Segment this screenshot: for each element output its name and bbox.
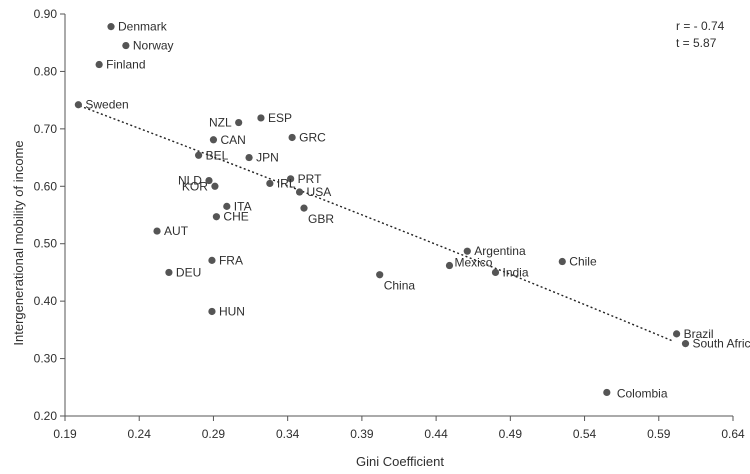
point-label-ita: ITA	[234, 199, 252, 213]
axes	[64, 14, 733, 417]
x-ticks: 0.19 0.24 0.29 0.34 0.39 0.44 0.49 0.54 0.59 0.64	[53, 416, 745, 441]
x-tick-label: 0.49	[499, 427, 523, 441]
x-tick-label: 0.44	[424, 427, 448, 441]
data-point-norway	[122, 41, 130, 50]
point-label-denmark: Denmark	[118, 20, 168, 34]
data-point-hun	[208, 307, 216, 316]
point-label-irl: IRL	[277, 176, 296, 190]
x-axis-title: Gini Coefficient	[356, 454, 444, 469]
point-label-prt: PRT	[298, 172, 322, 186]
data-point-can	[209, 136, 218, 144]
point-label-colombia: Colombia	[617, 386, 668, 400]
point-label-gbr: GBR	[308, 212, 334, 226]
data-point-gbr	[300, 204, 308, 212]
data-points: Denmark Norway Finland Sweden NZL ESP CAN GRC BE…	[74, 20, 750, 400]
x-tick-label: 0.29	[202, 427, 226, 441]
point-label-kor: KOR	[182, 179, 208, 193]
data-point-chile	[558, 257, 566, 266]
y-tick-label: 0.30	[34, 352, 58, 366]
y-ticks: 0.20 0.30 0.40 0.50 0.60 0.70 0.80 0.90	[34, 7, 65, 423]
point-label-south-africa: South Africa	[692, 337, 750, 351]
y-tick-label: 0.70	[34, 122, 58, 136]
y-tick-label: 0.40	[34, 294, 58, 308]
data-point-bel	[195, 151, 203, 159]
point-label-can: CAN	[220, 133, 245, 147]
point-label-china: China	[384, 279, 416, 293]
data-point-jpn	[245, 153, 253, 162]
data-point-nzl	[235, 118, 243, 127]
point-label-nzl: NZL	[209, 116, 232, 130]
point-label-chile: Chile	[569, 255, 597, 269]
data-point-mexico	[445, 261, 454, 270]
data-point-fra	[208, 256, 216, 264]
y-tick-label: 0.90	[34, 7, 58, 21]
data-point-ita	[223, 202, 231, 210]
point-label-sweden: Sweden	[85, 98, 128, 112]
point-label-brazil: Brazil	[684, 327, 714, 341]
data-point-deu	[165, 268, 173, 277]
x-tick-label: 0.59	[647, 427, 671, 441]
point-label-mexico: Mexico	[454, 256, 492, 270]
point-label-hun: HUN	[219, 304, 245, 318]
y-tick-label: 0.60	[34, 179, 58, 193]
point-label-finland: Finland	[106, 58, 145, 72]
data-point-grc	[288, 133, 296, 142]
point-label-usa: USA	[307, 185, 332, 199]
data-point-aut	[153, 227, 161, 235]
data-point-denmark	[107, 23, 115, 31]
point-label-bel: BEL	[206, 148, 229, 162]
data-point-irl	[266, 179, 274, 188]
x-tick-label: 0.54	[573, 427, 597, 441]
point-label-che: CHE	[223, 210, 248, 224]
point-label-nld: NLD	[178, 174, 202, 188]
y-tick-label: 0.80	[34, 64, 58, 78]
data-point-sweden	[74, 101, 82, 109]
x-tick-label: 0.24	[128, 427, 152, 441]
data-point-usa	[295, 188, 304, 196]
data-point-finland	[95, 60, 103, 69]
y-tick-label: 0.50	[34, 237, 58, 251]
y-tick-label: 0.20	[34, 409, 58, 423]
data-point-china	[376, 271, 384, 279]
point-label-fra: FRA	[219, 253, 243, 267]
point-label-grc: GRC	[299, 130, 326, 144]
data-point-india	[491, 268, 500, 277]
data-point-brazil	[672, 330, 681, 338]
correlation-label: r = - 0.74	[676, 19, 725, 33]
data-point-argentina	[463, 247, 471, 255]
x-tick-label: 0.64	[721, 427, 745, 441]
data-point-colombia	[603, 388, 611, 397]
data-point-south-africa	[681, 340, 690, 348]
point-label-aut: AUT	[164, 224, 189, 238]
point-label-india: India	[502, 265, 528, 279]
point-label-esp: ESP	[268, 111, 292, 125]
data-point-kor	[211, 182, 219, 190]
point-label-norway: Norway	[133, 39, 174, 53]
y-axis-title: Intergenerational mobility of income	[11, 140, 26, 345]
t-statistic-label: t = 5.87	[676, 36, 717, 50]
point-label-deu: DEU	[176, 265, 201, 279]
point-label-jpn: JPN	[256, 151, 279, 165]
x-tick-label: 0.34	[276, 427, 300, 441]
point-label-argentina: Argentina	[474, 244, 526, 258]
data-point-che	[212, 213, 221, 221]
data-point-prt	[287, 175, 295, 183]
data-point-esp	[257, 114, 265, 122]
x-tick-label: 0.39	[350, 427, 374, 441]
x-tick-label: 0.19	[53, 427, 77, 441]
data-point-nld	[205, 176, 213, 185]
